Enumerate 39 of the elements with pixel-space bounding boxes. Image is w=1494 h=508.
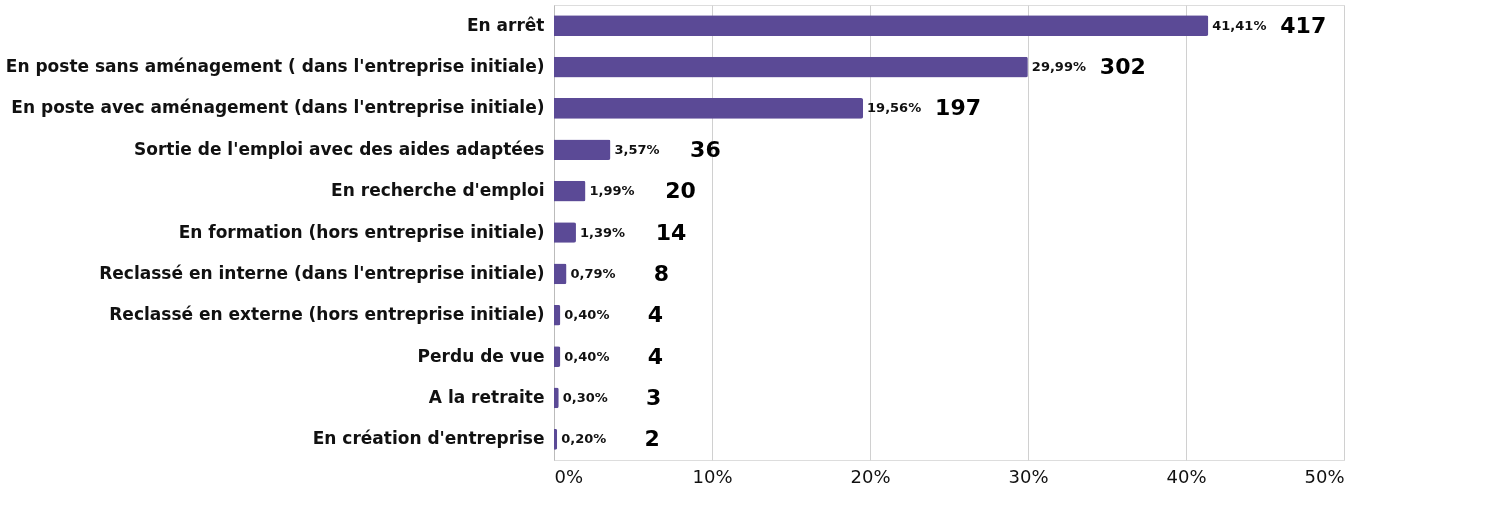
data-label: 1,39% — [579, 224, 626, 240]
y-tick-label: En poste avec aménagement (dans l'entreprise initiale) — [11, 97, 545, 118]
annotation: 4 — [647, 302, 663, 328]
x-tick-label: 30% — [1008, 465, 1049, 487]
annotation: 36 — [690, 136, 721, 162]
data-label: 0,79% — [570, 265, 616, 281]
data-label: 3,57% — [614, 141, 660, 157]
x-tick-label: 20% — [850, 465, 891, 487]
annotation: 14 — [655, 219, 687, 245]
annotation: 302 — [1099, 54, 1146, 80]
data-label: 29,99% — [1031, 59, 1086, 75]
data-label: 0,30% — [562, 389, 608, 405]
y-tick-label: En création d'entreprise — [312, 428, 545, 449]
x-tick-label: 50% — [1304, 465, 1345, 487]
y-tick-label: En arrêt — [466, 14, 545, 35]
y-tick-label: A la retraite — [428, 386, 545, 407]
data-label: 0,40% — [564, 348, 610, 364]
y-tick-label: En formation (hors entreprise initiale) — [178, 221, 545, 242]
annotation: 3 — [646, 384, 662, 410]
y-tick-label: Reclassé en interne (dans l'entreprise initiale) — [99, 262, 545, 283]
y-tick-label: Perdu de vue — [417, 345, 545, 366]
data-label: 0,20% — [561, 431, 607, 447]
data-label: 0,40% — [564, 307, 610, 323]
y-tick-label: Reclassé en externe (hors entreprise initiale) — [109, 304, 545, 325]
annotation: 4 — [647, 343, 663, 369]
x-tick-label: 10% — [692, 465, 733, 487]
y-tick-label: En poste sans aménagement ( dans l'entreprise initiale) — [5, 56, 545, 77]
x-tick-label: 0% — [554, 465, 584, 487]
x-tick-label: 40% — [1166, 465, 1207, 487]
data-label: 41,41% — [1212, 17, 1267, 33]
annotation: 197 — [935, 95, 982, 121]
annotation: 8 — [653, 260, 670, 286]
data-label: 19,56% — [867, 100, 922, 116]
data-label: 1,99% — [589, 183, 635, 199]
annotation: 20 — [665, 178, 696, 204]
annotation: 2 — [644, 426, 660, 452]
y-tick-label: En recherche d'emploi — [331, 180, 545, 201]
y-tick-label: Sortie de l'emploi avec des aides adaptées — [134, 138, 545, 159]
annotation: 417 — [1280, 12, 1327, 38]
